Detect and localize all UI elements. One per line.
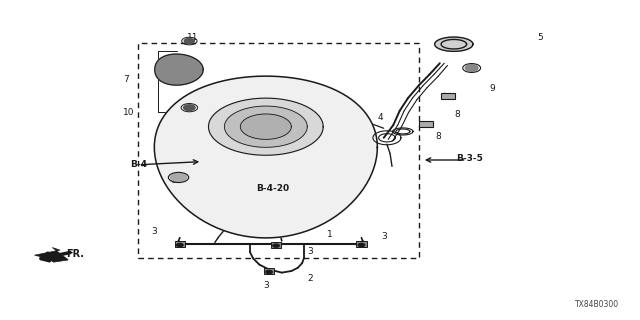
Circle shape xyxy=(273,244,279,247)
Circle shape xyxy=(465,65,478,71)
Polygon shape xyxy=(209,98,323,155)
Polygon shape xyxy=(435,37,473,51)
Circle shape xyxy=(184,38,195,44)
Circle shape xyxy=(177,244,183,247)
Circle shape xyxy=(358,244,365,247)
Bar xyxy=(356,241,367,247)
Circle shape xyxy=(266,270,272,274)
Text: 3: 3 xyxy=(152,227,157,236)
Text: FR.: FR. xyxy=(66,249,84,259)
Circle shape xyxy=(170,173,187,181)
Polygon shape xyxy=(154,76,378,238)
Text: 9: 9 xyxy=(489,84,495,93)
Bar xyxy=(264,268,274,274)
Polygon shape xyxy=(35,248,68,262)
Bar xyxy=(441,93,455,99)
Bar xyxy=(175,241,185,247)
Text: 5: 5 xyxy=(537,33,543,42)
Circle shape xyxy=(184,105,195,110)
Text: 1: 1 xyxy=(326,230,332,239)
Text: 8: 8 xyxy=(435,132,441,141)
Text: B-4-20: B-4-20 xyxy=(255,184,289,193)
Text: 8: 8 xyxy=(454,109,460,118)
Bar xyxy=(419,121,433,127)
Bar xyxy=(271,242,281,248)
Text: 4: 4 xyxy=(378,113,383,122)
Text: 10: 10 xyxy=(123,108,134,117)
Text: 3: 3 xyxy=(381,232,387,241)
Text: TX84B0300: TX84B0300 xyxy=(575,300,620,309)
Text: 6: 6 xyxy=(171,176,176,185)
Text: B-4: B-4 xyxy=(130,160,147,169)
Text: 11: 11 xyxy=(187,33,198,42)
Polygon shape xyxy=(155,54,203,85)
Polygon shape xyxy=(225,106,307,147)
Text: 2: 2 xyxy=(308,275,313,284)
Text: 7: 7 xyxy=(123,75,129,84)
Text: 3: 3 xyxy=(263,281,269,290)
Text: 3: 3 xyxy=(308,247,314,257)
Polygon shape xyxy=(241,114,291,140)
Text: B-3-5: B-3-5 xyxy=(456,154,483,163)
